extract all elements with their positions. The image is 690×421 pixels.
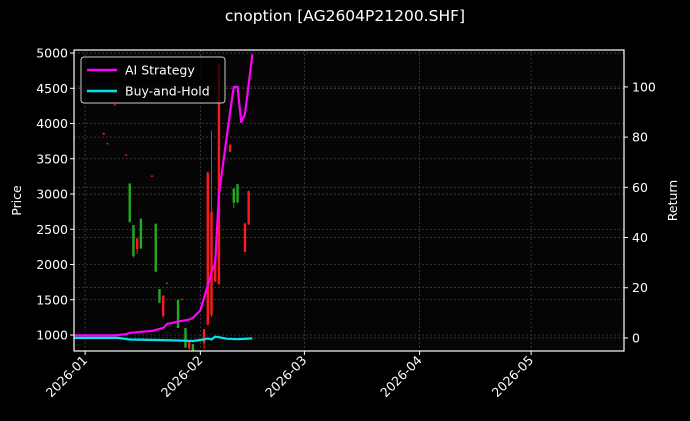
return-tick-label: 100 xyxy=(632,79,656,94)
return-tick-label: 0 xyxy=(632,330,640,345)
candle-down xyxy=(106,143,109,145)
return-tick-label: 20 xyxy=(632,280,648,295)
candle-down xyxy=(180,299,183,301)
series-line-ai-strategy xyxy=(74,54,254,337)
candle-up xyxy=(158,289,161,303)
candle-up xyxy=(236,184,239,203)
candle-down xyxy=(214,260,217,282)
candle-up xyxy=(132,225,135,257)
price-tick-label: 1500 xyxy=(36,292,68,307)
candle-up xyxy=(176,299,180,328)
candle-up xyxy=(191,344,195,351)
candle-down xyxy=(102,133,105,135)
candle-down xyxy=(135,238,139,249)
axes-frame xyxy=(73,49,625,352)
y-axis-label-return: Return xyxy=(665,180,680,221)
candle-down xyxy=(243,223,247,252)
candle-down xyxy=(124,154,128,156)
candle-up xyxy=(139,218,143,249)
chart-title: cnoption [AG2604P21200.SHF] xyxy=(224,7,466,25)
candle-down xyxy=(150,175,154,177)
candle-up xyxy=(232,188,235,203)
candle-up xyxy=(128,183,131,223)
price-tick-label: 2000 xyxy=(36,257,68,272)
candle-down xyxy=(217,63,221,285)
date-tick-label: 2026-03 xyxy=(262,353,310,401)
candle-down xyxy=(202,329,206,344)
candle-down xyxy=(228,144,232,152)
legend-label: Buy-and-Hold xyxy=(125,84,210,99)
candle-down xyxy=(210,211,213,316)
price-tick-label: 4000 xyxy=(36,116,68,131)
price-tick-label: 2500 xyxy=(36,222,68,237)
date-tick-label: 2026-02 xyxy=(158,353,206,401)
series-line-buy-and-hold xyxy=(74,335,253,343)
candle-up xyxy=(184,327,187,348)
date-tick-label: 2026-01 xyxy=(43,353,91,401)
candle-down xyxy=(247,191,250,225)
price-tick-label: 3000 xyxy=(36,187,68,202)
price-tick-label: 5000 xyxy=(36,46,68,61)
return-tick-label: 80 xyxy=(632,130,648,145)
return-tick-label: 40 xyxy=(632,230,648,245)
candle-down xyxy=(188,342,191,349)
candle-down xyxy=(206,172,209,325)
candle-down xyxy=(113,104,117,106)
candle-up xyxy=(154,223,157,272)
date-tick-label: 2026-05 xyxy=(489,353,537,401)
date-tick-label: 2026-04 xyxy=(377,352,425,400)
y-axis-label-price: Price xyxy=(9,185,24,216)
candle-down xyxy=(165,282,169,284)
price-tick-label: 1000 xyxy=(36,327,68,342)
candle-down xyxy=(161,295,165,316)
price-tick-label: 4500 xyxy=(36,81,68,96)
price-tick-label: 3500 xyxy=(36,151,68,166)
return-tick-label: 60 xyxy=(632,180,648,195)
legend-label: AI Strategy xyxy=(125,63,195,78)
